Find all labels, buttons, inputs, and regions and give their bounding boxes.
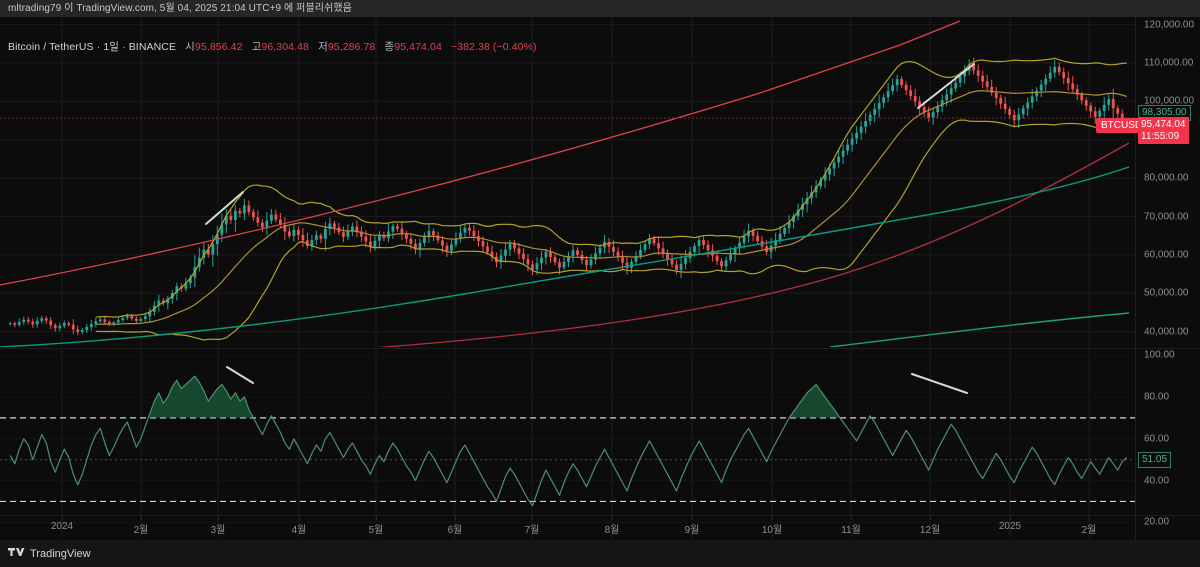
legend-symbol[interactable]: Bitcoin / TetherUS [8, 41, 94, 53]
legend-low-label: 저 [318, 41, 328, 53]
time-axis-tick-mark [218, 516, 219, 520]
chart-area[interactable]: Bitcoin / TetherUS · 1일 · BINANCE 시95,85… [0, 17, 1200, 540]
pane-divider [0, 348, 1200, 349]
legend-sep-1: · [96, 41, 101, 53]
price-axis-tick: 110,000.00 [1144, 57, 1194, 69]
rsi-axis-tick: 100.00 [1144, 349, 1175, 361]
time-axis-tick-mark [299, 516, 300, 520]
time-axis-tick: 7월 [524, 525, 540, 536]
time-axis-tick: 2024 [50, 521, 74, 532]
time-axis-tick-mark [532, 516, 533, 520]
time-axis-tick: 4월 [291, 525, 307, 536]
price-axis-tick: 50,000.00 [1144, 287, 1189, 299]
rsi-pane[interactable] [0, 349, 1135, 539]
legend-open-value: 95,856.42 [194, 41, 243, 53]
price-axis-tick: 80,000.00 [1144, 172, 1189, 184]
last-price-time: 11:55:09 [1141, 130, 1180, 142]
price-axis-tick: 100,000.00 [1144, 95, 1195, 107]
rsi-value-badge: 51.05 [1138, 452, 1172, 468]
price-axis-tick: 40,000.00 [1144, 326, 1189, 338]
time-axis-tick: 9월 [684, 525, 700, 536]
time-axis-tick: 6월 [447, 525, 463, 536]
legend-low-value: 95,286.78 [327, 41, 376, 53]
time-axis-tick-mark [1089, 516, 1090, 520]
rsi-axis-tick: 40.00 [1144, 475, 1170, 487]
time-axis-tick: 10월 [761, 525, 783, 536]
time-axis-tick-mark [692, 516, 693, 520]
price-axis-tick: 120,000.00 [1144, 19, 1195, 31]
price-axis-tick: 60,000.00 [1144, 249, 1189, 261]
time-axis[interactable]: 2024 2월 3월 4월 5월 6월 7월 8월 9월 10월 11월 12월 2025 2월 [0, 515, 1200, 540]
time-axis-tick-mark [851, 516, 852, 520]
footer-bar: TradingView [0, 540, 1200, 567]
time-axis-tick-mark [141, 516, 142, 520]
time-axis-tick-mark [772, 516, 773, 520]
time-axis-tick: 2025 [998, 521, 1022, 532]
price-pane[interactable] [0, 17, 1135, 347]
rsi-axis-tick: 80.00 [1144, 391, 1170, 403]
footer-brand: TradingView [30, 547, 91, 560]
last-price-value: 95,474.04 [1141, 119, 1186, 130]
legend-sep-2: · [122, 41, 126, 53]
legend-high-label: 고 [251, 41, 262, 53]
time-axis-tick-mark [455, 516, 456, 520]
legend-close-value: 95,474.04 [394, 41, 442, 53]
time-axis-tick-mark [62, 516, 63, 520]
legend-high-value: 96,304.48 [261, 41, 309, 53]
legend-change: −382.38 (−0.40%) [450, 41, 537, 53]
time-axis-tick-mark [612, 516, 613, 520]
time-axis-tick: 12월 [919, 525, 941, 536]
last-price-badge: 95,474.04 11:55:09 [1138, 117, 1189, 144]
tradingview-logo-icon [8, 548, 25, 556]
rsi-axis-tick: 60.00 [1144, 433, 1170, 445]
time-axis-tick-mark [376, 516, 377, 520]
legend-exchange[interactable]: BINANCE [128, 41, 177, 53]
publish-info-bar: mltrading79 이 TradingView.com, 5월 04, 20… [0, 0, 1200, 17]
price-axis[interactable]: 120,000.00110,000.00100,000.0090,000.008… [1135, 17, 1200, 540]
legend-interval[interactable]: 1일 [103, 41, 120, 53]
chart-legend: Bitcoin / TetherUS · 1일 · BINANCE 시95,85… [8, 39, 537, 54]
time-axis-tick: 3월 [210, 525, 226, 536]
time-axis-tick: 5월 [368, 525, 384, 536]
time-axis-tick: 11월 [841, 525, 861, 536]
time-axis-tick: 8월 [604, 525, 620, 536]
legend-close-label: 종 [384, 41, 395, 53]
time-axis-tick: 2월 [133, 525, 149, 536]
rsi-axis-tick: 20.00 [1144, 516, 1170, 528]
price-axis-tick: 70,000.00 [1144, 211, 1189, 223]
legend-open-label: 시 [185, 41, 195, 53]
time-axis-tick-mark [1010, 516, 1011, 520]
time-axis-tick-mark [930, 516, 931, 520]
time-axis-tick: 2월 [1081, 525, 1097, 536]
